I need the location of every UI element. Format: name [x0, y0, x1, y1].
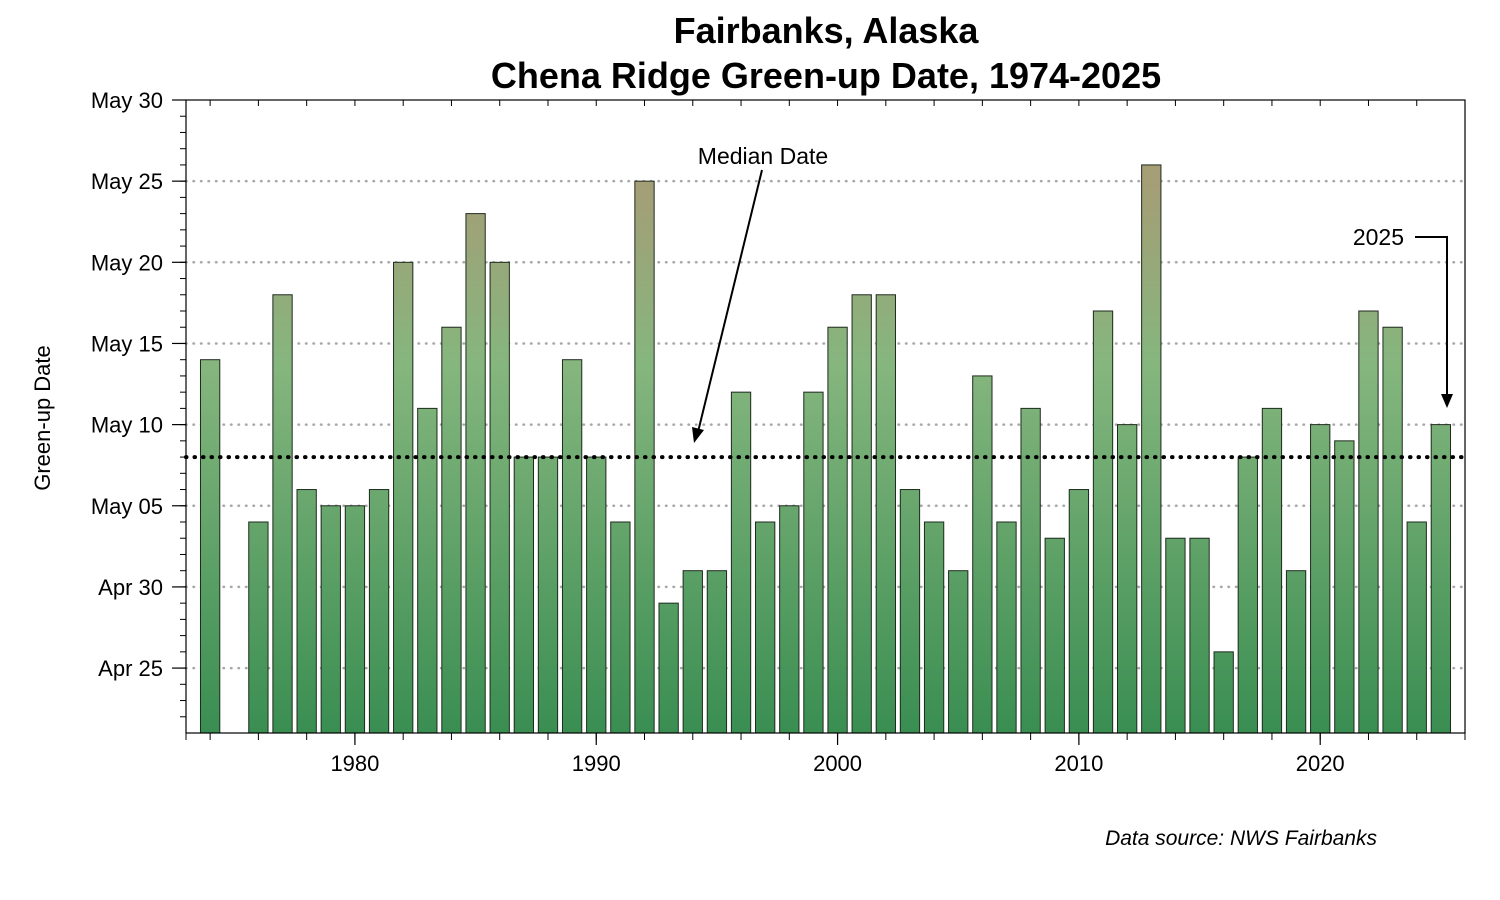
bar-2007 [996, 521, 1017, 734]
bar-1976 [248, 521, 269, 734]
bar-2017 [1237, 456, 1258, 734]
bar-1988 [537, 456, 559, 734]
bar-2009 [1044, 537, 1065, 734]
bar-2023 [1382, 326, 1403, 734]
bar-2006 [972, 375, 993, 734]
bar-2001 [851, 294, 872, 734]
bars [199, 164, 1452, 734]
bar-2011 [1092, 310, 1114, 734]
y-axis-label: Green-up Date [30, 345, 55, 491]
bar-1996 [730, 391, 752, 734]
x-tick-label: 2000 [813, 751, 862, 776]
bar-2004 [923, 521, 945, 734]
bar-1981 [368, 489, 390, 734]
y-tick-label: Apr 25 [98, 656, 163, 681]
bar-1987 [513, 456, 535, 734]
y-axis: May 30 May 25 May 20 May 15 May 10 May 05 Apr … [91, 88, 186, 718]
bar-1995 [706, 570, 728, 734]
bar-2020 [1310, 424, 1331, 734]
bar-1993 [658, 602, 679, 734]
bar-2013 [1141, 164, 1162, 734]
chart-subtitle: Chena Ridge Green-up Date, 1974-2025 [491, 55, 1161, 96]
bar-2015 [1189, 537, 1210, 734]
bar-1999 [803, 391, 824, 734]
y-tick-label: May 30 [91, 88, 163, 113]
plot-frame [185, 99, 1466, 734]
chart-title: Fairbanks, Alaska [674, 10, 980, 51]
x-tick-label: 2010 [1054, 751, 1103, 776]
bar-2005 [948, 570, 969, 734]
bar-2024 [1406, 521, 1427, 734]
y-tick-label: May 25 [91, 169, 163, 194]
bar-1998 [779, 505, 800, 734]
bar-2019 [1285, 570, 1307, 734]
bar-2014 [1165, 537, 1186, 734]
x-tick-label: 1990 [572, 751, 621, 776]
bar-1974 [199, 359, 221, 734]
bar-2012 [1116, 424, 1138, 734]
bar-1997 [755, 521, 776, 734]
median-annotation: Median Date [698, 143, 828, 169]
bar-2000 [827, 326, 848, 734]
highlight-arrowhead [1441, 394, 1453, 408]
y-tick-label: Apr 30 [98, 575, 163, 600]
bar-2016 [1213, 651, 1234, 734]
x-tick-label: 2020 [1296, 751, 1345, 776]
median-arrow [697, 169, 763, 433]
highlight-annotation: 2025 [1353, 224, 1404, 250]
bar-1991 [610, 521, 631, 734]
bar-1977 [272, 294, 293, 734]
bar-2025 [1430, 424, 1452, 734]
bar-1984 [441, 326, 462, 734]
y-tick-label: May 15 [91, 331, 163, 356]
bar-2010 [1068, 489, 1090, 734]
x-tick-label: 1980 [330, 751, 379, 776]
y-tick-label: May 05 [91, 494, 163, 519]
bar-2021 [1334, 440, 1355, 734]
bar-1980 [344, 505, 366, 734]
bar-2003 [899, 489, 921, 734]
bar-2022 [1358, 310, 1379, 734]
bar-1978 [296, 489, 317, 734]
y-tick-label: May 10 [91, 413, 163, 438]
bar-1986 [489, 261, 510, 734]
y-tick-label: May 20 [91, 250, 163, 275]
bar-1994 [682, 570, 703, 734]
median-arrowhead [692, 427, 704, 443]
x-axis: 1980 1990 2000 2010 2020 [185, 100, 1466, 776]
bar-1985 [465, 213, 486, 734]
bar-2002 [875, 294, 896, 734]
bar-1990 [586, 456, 607, 734]
data-source: Data source: NWS Fairbanks [1105, 827, 1377, 850]
bar-1982 [393, 261, 414, 734]
highlight-arrow [1415, 236, 1448, 396]
bar-1989 [561, 359, 583, 734]
bar-1979 [320, 505, 341, 734]
